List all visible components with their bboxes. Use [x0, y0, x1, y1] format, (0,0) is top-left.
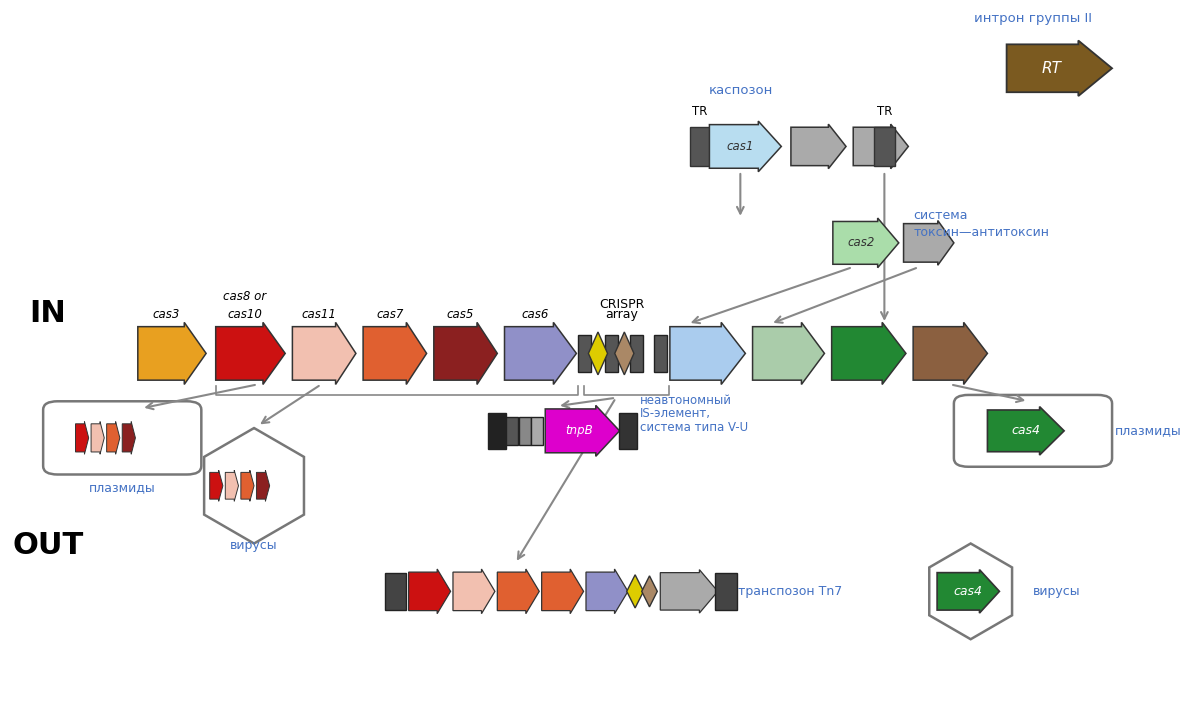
- Bar: [530, 417, 542, 445]
- Text: интрон группы II: интрон группы II: [974, 12, 1092, 25]
- Polygon shape: [988, 407, 1064, 455]
- Text: cas11: cas11: [301, 308, 336, 321]
- Polygon shape: [1007, 41, 1112, 96]
- Text: TR: TR: [877, 105, 892, 118]
- Text: OUT: OUT: [12, 531, 84, 560]
- Polygon shape: [832, 322, 906, 384]
- Text: TR: TR: [692, 105, 708, 118]
- Polygon shape: [588, 332, 607, 375]
- Text: неавтономный: неавтономный: [640, 394, 732, 407]
- Bar: [690, 127, 710, 165]
- Text: транспозон Tn7: транспозон Tn7: [738, 585, 842, 598]
- FancyBboxPatch shape: [954, 395, 1112, 467]
- Text: cas1: cas1: [727, 140, 754, 153]
- Polygon shape: [434, 322, 497, 384]
- Text: cas6: cas6: [521, 308, 548, 321]
- Bar: [874, 127, 894, 165]
- Bar: [518, 417, 530, 445]
- Polygon shape: [586, 569, 628, 614]
- Text: плазмиды: плазмиды: [1115, 425, 1181, 437]
- Polygon shape: [642, 576, 658, 607]
- Polygon shape: [614, 332, 634, 375]
- Polygon shape: [670, 322, 745, 384]
- Bar: [715, 573, 737, 610]
- Polygon shape: [241, 470, 254, 501]
- Bar: [505, 417, 517, 445]
- Bar: [630, 335, 643, 372]
- Polygon shape: [541, 569, 583, 614]
- Polygon shape: [497, 569, 539, 614]
- Bar: [605, 335, 618, 372]
- Polygon shape: [929, 543, 1012, 639]
- Polygon shape: [138, 322, 206, 384]
- Bar: [578, 335, 592, 372]
- Polygon shape: [226, 470, 239, 501]
- Text: вирусы: вирусы: [230, 539, 278, 552]
- Polygon shape: [853, 124, 908, 169]
- Polygon shape: [107, 422, 120, 454]
- Polygon shape: [409, 569, 450, 614]
- Text: cas7: cas7: [376, 308, 403, 321]
- Text: система типа V-U: система типа V-U: [640, 421, 748, 434]
- Text: cas10: cas10: [228, 308, 263, 321]
- Text: array: array: [606, 308, 638, 321]
- Polygon shape: [752, 322, 824, 384]
- FancyBboxPatch shape: [43, 401, 202, 474]
- Polygon shape: [204, 428, 304, 543]
- Polygon shape: [257, 470, 270, 501]
- Text: cas5: cas5: [446, 308, 474, 321]
- Polygon shape: [545, 406, 619, 456]
- Polygon shape: [660, 570, 718, 613]
- Polygon shape: [364, 322, 427, 384]
- Text: cas4: cas4: [1012, 425, 1040, 437]
- Text: плазмиды: плазмиды: [89, 481, 156, 494]
- Polygon shape: [504, 322, 576, 384]
- Polygon shape: [833, 218, 899, 268]
- Text: cas4: cas4: [954, 585, 983, 598]
- Bar: [488, 413, 506, 449]
- Polygon shape: [937, 570, 1000, 613]
- Text: IS-элемент,: IS-элемент,: [640, 408, 710, 420]
- Text: система: система: [913, 209, 967, 222]
- Text: tnpB: tnpB: [565, 425, 593, 437]
- Polygon shape: [216, 322, 286, 384]
- Polygon shape: [91, 422, 104, 454]
- Polygon shape: [904, 220, 954, 265]
- Bar: [654, 335, 667, 372]
- Bar: [385, 573, 407, 610]
- Polygon shape: [791, 124, 846, 169]
- Polygon shape: [293, 322, 356, 384]
- Text: cas8 or: cas8 or: [223, 291, 266, 303]
- Text: cas3: cas3: [152, 308, 180, 321]
- Polygon shape: [709, 121, 781, 172]
- Polygon shape: [122, 422, 136, 454]
- Polygon shape: [626, 574, 643, 608]
- Polygon shape: [452, 569, 494, 614]
- Text: cas2: cas2: [847, 237, 875, 249]
- Text: токсин—антитоксин: токсин—антитоксин: [913, 227, 1049, 239]
- Text: CRISPR: CRISPR: [599, 298, 644, 311]
- Text: каспозон: каспозон: [708, 84, 773, 97]
- Polygon shape: [210, 470, 223, 501]
- Polygon shape: [913, 322, 988, 384]
- Text: вирусы: вирусы: [1033, 585, 1081, 598]
- Text: RT: RT: [1042, 61, 1062, 76]
- Bar: [619, 413, 637, 449]
- Text: IN: IN: [30, 298, 66, 328]
- Polygon shape: [76, 422, 89, 454]
